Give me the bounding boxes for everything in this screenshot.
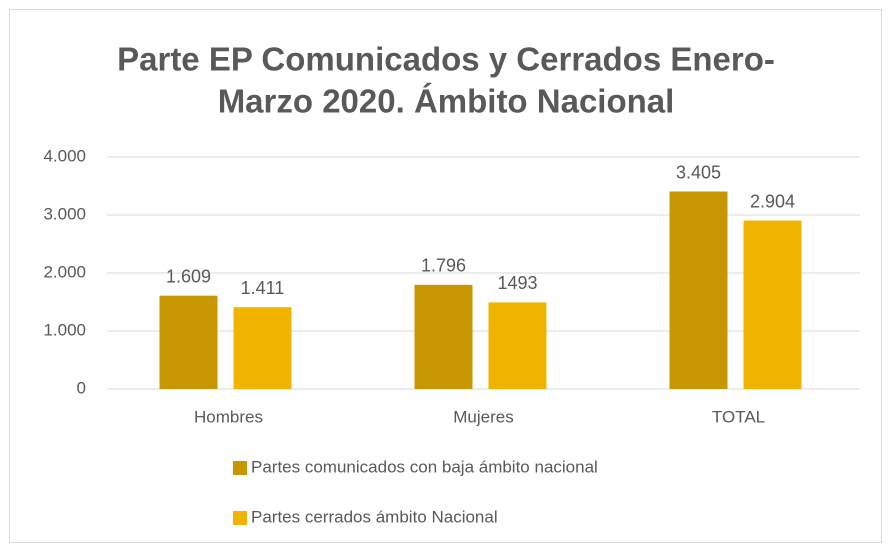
legend-swatch xyxy=(233,511,247,525)
chart-border xyxy=(9,9,882,543)
x-tick-label: Mujeres xyxy=(453,407,513,426)
value-label: 1493 xyxy=(497,273,537,293)
y-tick-label: 2.000 xyxy=(43,262,86,281)
bar xyxy=(669,191,728,389)
value-label: 3.405 xyxy=(676,162,721,182)
x-tick-label: Hombres xyxy=(194,407,263,426)
value-label: 1.609 xyxy=(166,266,211,286)
value-label: 1.411 xyxy=(241,278,285,298)
y-tick-label: 1.000 xyxy=(43,320,86,339)
bar xyxy=(414,284,473,389)
y-tick-label: 3.000 xyxy=(43,204,86,223)
legend-label: Partes cerrados ámbito Nacional xyxy=(251,507,498,526)
bar xyxy=(159,295,218,389)
y-tick-label: 0 xyxy=(77,378,86,397)
bar xyxy=(233,307,292,389)
value-label: 2.904 xyxy=(750,191,795,211)
legend-label: Partes comunicados con baja ámbito nacio… xyxy=(251,457,598,476)
legend-swatch xyxy=(233,461,247,475)
x-tick-label: TOTAL xyxy=(712,407,765,426)
chart-title: Parte EP Comunicados y Cerrados Enero- xyxy=(117,41,775,78)
bar xyxy=(743,220,802,389)
bar xyxy=(488,302,547,389)
chart-title: Marzo 2020. Ámbito Nacional xyxy=(218,83,675,120)
y-tick-label: 4.000 xyxy=(43,146,86,165)
value-label: 1.796 xyxy=(421,256,466,276)
